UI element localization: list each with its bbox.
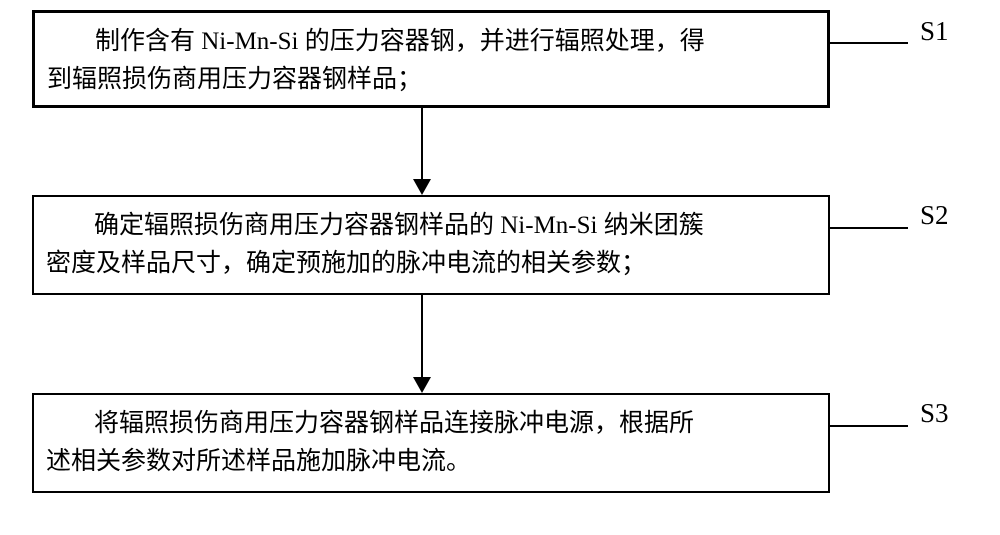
step-box-s2: 确定辐照损伤商用压力容器钢样品的 Ni-Mn-Si 纳米团簇 密度及样品尺寸，确… [32,195,830,295]
step-s3-line1: 将辐照损伤商用压力容器钢样品连接脉冲电源，根据所 [94,410,694,437]
step-s3-line2: 述相关参数对所述样品施加脉冲电流。 [46,448,471,475]
step-box-s1: 制作含有 Ni-Mn-Si 的压力容器钢，并进行辐照处理，得 到辐照损伤商用压力… [32,10,830,108]
step-s2-text: 确定辐照损伤商用压力容器钢样品的 Ni-Mn-Si 纳米团簇 密度及样品尺寸，确… [46,207,816,283]
step-label-s2: S2 [920,200,949,231]
step-s1-text: 制作含有 Ni-Mn-Si 的压力容器钢，并进行辐照处理，得 到辐照损伤商用压力… [47,23,815,99]
lead-line-s3 [830,425,908,427]
step-box-s3: 将辐照损伤商用压力容器钢样品连接脉冲电源，根据所 述相关参数对所述样品施加脉冲电… [32,393,830,493]
step-s1-line1: 制作含有 Ni-Mn-Si 的压力容器钢，并进行辐照处理，得 [95,28,705,55]
step-label-s3: S3 [920,398,949,429]
step-s2-line2: 密度及样品尺寸，确定预施加的脉冲电流的相关参数； [46,250,646,277]
step-s2-line1: 确定辐照损伤商用压力容器钢样品的 Ni-Mn-Si 纳米团簇 [94,212,704,239]
step-s3-text: 将辐照损伤商用压力容器钢样品连接脉冲电源，根据所 述相关参数对所述样品施加脉冲电… [46,405,816,481]
step-label-s1: S1 [920,16,949,47]
flowchart-canvas: 制作含有 Ni-Mn-Si 的压力容器钢，并进行辐照处理，得 到辐照损伤商用压力… [0,0,1000,535]
step-s1-line2: 到辐照损伤商用压力容器钢样品； [47,66,422,93]
lead-line-s2 [830,227,908,229]
lead-line-s1 [830,42,908,44]
arrow-s2-to-s3 [411,295,433,393]
arrow-s1-to-s2 [411,108,433,195]
